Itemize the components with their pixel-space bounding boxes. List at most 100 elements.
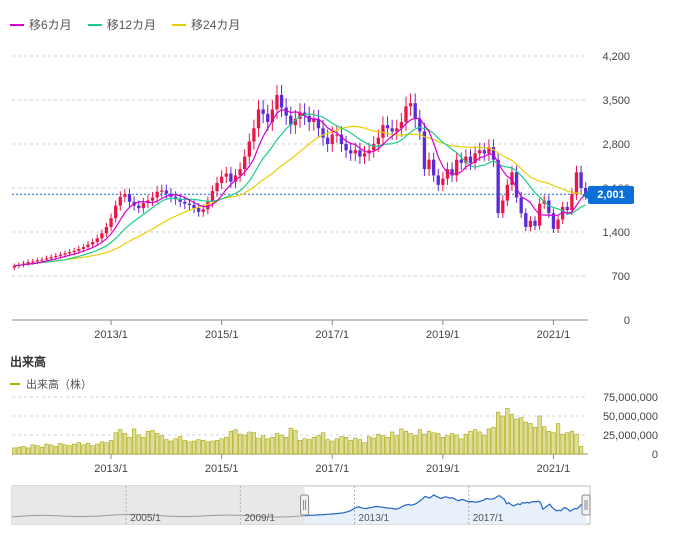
volume-bar bbox=[127, 436, 132, 455]
candle-body bbox=[86, 244, 90, 248]
volume-y-tick-label: 0 bbox=[652, 449, 658, 461]
candle-body bbox=[565, 206, 569, 210]
volume-bar bbox=[555, 423, 561, 455]
candle-body bbox=[501, 200, 505, 214]
candle-body bbox=[58, 254, 63, 256]
candle-body bbox=[26, 262, 30, 264]
candle-body bbox=[183, 201, 187, 204]
candle-body bbox=[441, 178, 445, 185]
volume-bar bbox=[491, 427, 496, 455]
volume-y-tick-label: 25,000,000 bbox=[603, 430, 658, 442]
candle-body bbox=[510, 172, 514, 185]
volume-bar bbox=[39, 446, 45, 455]
volume-bar bbox=[320, 432, 326, 455]
navigator-tick-label: 2005/1 bbox=[130, 513, 161, 524]
volume-bar bbox=[270, 436, 275, 455]
volume-bar bbox=[187, 441, 192, 455]
volume-bar bbox=[574, 433, 579, 455]
volume-bar bbox=[113, 432, 118, 455]
volume-bar bbox=[118, 429, 123, 455]
volume-bar bbox=[12, 447, 17, 455]
range-navigator: 2005/1 2009/1 2013/1 2017/1 bbox=[11, 485, 591, 525]
legend-ma24[interactable]: 移24カ月 bbox=[172, 16, 240, 33]
legend-ma6[interactable]: 移6カ月 bbox=[10, 16, 72, 33]
price-x-ticks: 2013/1 2015/1 2017/1 2019/1 2021/1 bbox=[94, 320, 570, 341]
price-x-tick-label: 2021/1 bbox=[537, 329, 571, 341]
candle-body bbox=[54, 255, 58, 258]
volume-bar bbox=[528, 423, 533, 455]
volume-bar bbox=[468, 430, 473, 455]
volume-bar bbox=[95, 443, 100, 455]
navigator-right-handle[interactable] bbox=[581, 494, 591, 516]
candle-body bbox=[514, 172, 519, 198]
candle-body bbox=[81, 247, 86, 249]
candle-body bbox=[40, 259, 44, 261]
volume-bar bbox=[514, 418, 519, 455]
legend-ma12[interactable]: 移12カ月 bbox=[87, 16, 156, 33]
volume-bar bbox=[196, 439, 201, 455]
candle-body bbox=[229, 173, 233, 182]
candle-body bbox=[528, 220, 533, 227]
candle-body bbox=[422, 131, 427, 170]
volume-bar bbox=[251, 432, 257, 455]
price-x-tick-label: 2019/1 bbox=[426, 329, 460, 341]
volume-bar bbox=[413, 435, 418, 455]
legend-ma24-swatch bbox=[172, 23, 187, 26]
volume-bar bbox=[477, 431, 482, 455]
candle-body bbox=[155, 191, 159, 198]
volume-bar bbox=[371, 437, 376, 455]
volume-bar bbox=[532, 427, 538, 455]
candle-body bbox=[127, 194, 132, 202]
volume-legend-swatch bbox=[10, 383, 20, 385]
candle-body bbox=[247, 141, 251, 157]
price-y-tick-label: 2,800 bbox=[602, 139, 630, 151]
volume-bar bbox=[417, 429, 422, 455]
volume-bar bbox=[316, 435, 321, 455]
candle-body bbox=[353, 150, 357, 154]
volume-bar bbox=[284, 436, 289, 455]
volume-bar bbox=[182, 440, 187, 455]
candle-body bbox=[390, 128, 394, 132]
navigator-tick-label: 2017/1 bbox=[473, 513, 504, 524]
candle-body bbox=[418, 118, 422, 132]
candle-body bbox=[339, 134, 344, 144]
candle-body bbox=[431, 159, 436, 176]
volume-bar bbox=[191, 440, 197, 455]
candle-body bbox=[141, 203, 145, 209]
candle-body bbox=[67, 252, 72, 254]
volume-bar bbox=[136, 434, 141, 455]
legend-ma24-label: 移24カ月 bbox=[191, 18, 241, 32]
candle-body bbox=[579, 172, 583, 188]
candle-body bbox=[473, 153, 477, 163]
volume-bar bbox=[168, 440, 174, 455]
candle-body bbox=[478, 150, 482, 154]
navigator-left-handle[interactable] bbox=[300, 494, 310, 516]
volume-legend[interactable]: 出来高（株） bbox=[10, 376, 92, 392]
candle-body bbox=[95, 238, 99, 243]
volume-bar bbox=[454, 434, 459, 455]
volume-bar bbox=[509, 414, 515, 455]
candle-body bbox=[49, 257, 53, 259]
volume-bar bbox=[482, 434, 487, 455]
handle-grip bbox=[300, 494, 310, 516]
volume-bar bbox=[523, 421, 528, 455]
navigator-selected-line bbox=[304, 494, 587, 517]
navigator-history-line bbox=[11, 513, 305, 518]
candle-body bbox=[321, 128, 325, 138]
candle-body bbox=[72, 250, 76, 253]
candle-body bbox=[289, 115, 293, 126]
price-candles bbox=[12, 84, 588, 270]
ma12-line bbox=[14, 113, 586, 267]
volume-bar bbox=[325, 439, 330, 455]
volume-bar bbox=[30, 444, 35, 455]
volume-bar bbox=[376, 433, 381, 455]
volume-bar bbox=[390, 431, 395, 455]
navigator-tick-label: 2009/1 bbox=[244, 513, 275, 524]
candle-body bbox=[445, 169, 450, 179]
volume-bar bbox=[367, 436, 372, 455]
volume-bar bbox=[104, 442, 109, 455]
volume-bar bbox=[256, 437, 261, 455]
volume-x-tick-label: 2017/1 bbox=[315, 463, 349, 475]
chart-legend: 移6カ月 移12カ月 移24カ月 bbox=[10, 16, 240, 33]
candle-body bbox=[178, 199, 182, 202]
